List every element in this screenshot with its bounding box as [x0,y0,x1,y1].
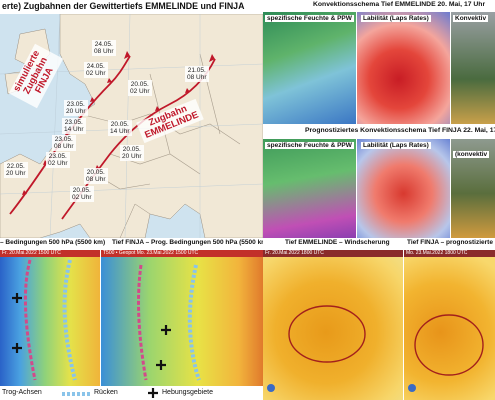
label-lapse-1: Labilität (Laps Rates) [361,15,431,22]
humidity-map-2 [263,139,356,238]
track-time-label: 20.05. 20 Uhr [120,145,144,161]
strip-2: T500 • Geopot Mo. 23.Mai.2022 1500 UTC [101,250,263,257]
shear-strip-1: Fr. 20.Mai.2022 1800 UTC [263,250,403,257]
track-time-label: 20.05. 14 Uhr [108,120,132,136]
track-time-label: 24.05. 02 Uhr [84,62,108,78]
lapse-map-2 [357,139,450,238]
track-time-label: 23.05. 08 Uhr [52,135,76,151]
track-time-label: 23.05. 20 Uhr [64,100,88,116]
convection-title-1: Konvektionsschema Tief EMMELINDE 20. Mai… [313,1,486,8]
track-time-label: 20.05. 08 Uhr [84,168,108,184]
label-humidity-2: spezifische Feuchte & PPW [265,142,354,149]
label-humidity-1: spezifische Feuchte & PPW [265,15,354,22]
legend-ridge-label: Rücken [94,389,118,396]
shear-panel: Tief EMMELINDE – Windscherung Tief FINJA… [263,238,495,400]
convective-map-1 [451,12,495,124]
shear-title-1: Tief EMMELINDE – Windscherung [285,239,390,246]
lapse-map-1 [357,12,450,124]
track-time-label: 23.05. 14 Uhr [62,118,86,134]
label-convective-2: (konvektiv [453,151,490,158]
hpa500-map-1: Fr. 20.Mai.2022 1500 UTC [0,250,100,386]
convection-row-2: spezifische Feuchte & PPW Labilität (Lap… [263,139,495,238]
track-time-label: 20.05. 02 Uhr [128,80,152,96]
plus-legend-icon [148,388,158,398]
shear-map-2: Mo. 23.Mai.2022 1800 UTC [404,250,495,400]
convection-row-1: spezifische Feuchte & PPW Labilität (Lap… [263,12,495,124]
shear-strip-2: Mo. 23.Mai.2022 1800 UTC [404,250,495,257]
shear-map-1: Fr. 20.Mai.2022 1800 UTC [263,250,403,400]
hpa500-map-2: T500 • Geopot Mo. 23.Mai.2022 1500 UTC [101,250,263,386]
hpa500-title-2: Tief FINJA – Prog. Bedingungen 500 hPa (… [112,239,263,246]
strip-1: Fr. 20.Mai.2022 1500 UTC [0,250,100,257]
ridge-legend-icon [62,392,92,396]
shear-title-2: Tief FINJA – prognostizierte [407,239,493,246]
label-convective-1: Konvektiv [453,15,489,22]
legend-lift-label: Hebungsgebiete [162,389,213,396]
track-time-label: 20.05. 02 Uhr [70,186,94,202]
legend-trough-label: Trog-Achsen [2,389,42,396]
hpa500-panel: – Bedingungen 500 hPa (5500 km) Tief FIN… [0,238,263,400]
humidity-map-1 [263,12,356,124]
hpa500-title-1: – Bedingungen 500 hPa (5500 km) [0,239,106,246]
track-time-label: 23.05. 02 Uhr [46,152,70,168]
track-time-label: 21.05. 08 Uhr [185,66,209,82]
hpa500-legend: Trog-Achsen Rücken Hebungsgebiete [0,386,263,400]
track-map-panel: erte) Zugbahnen der Gewittertiefs EMMELI… [0,0,263,238]
convection-panel: Konvektionsschema Tief EMMELINDE 20. Mai… [263,0,495,238]
label-lapse-2: Labilität (Laps Rates) [361,142,431,149]
track-map-title: erte) Zugbahnen der Gewittertiefs EMMELI… [2,1,245,11]
convection-title-2: Prognostiziertes Konvektionsschema Tief … [305,127,495,134]
track-time-label: 24.05. 08 Uhr [92,40,116,56]
track-time-label: 22.05. 20 Uhr [4,162,28,178]
